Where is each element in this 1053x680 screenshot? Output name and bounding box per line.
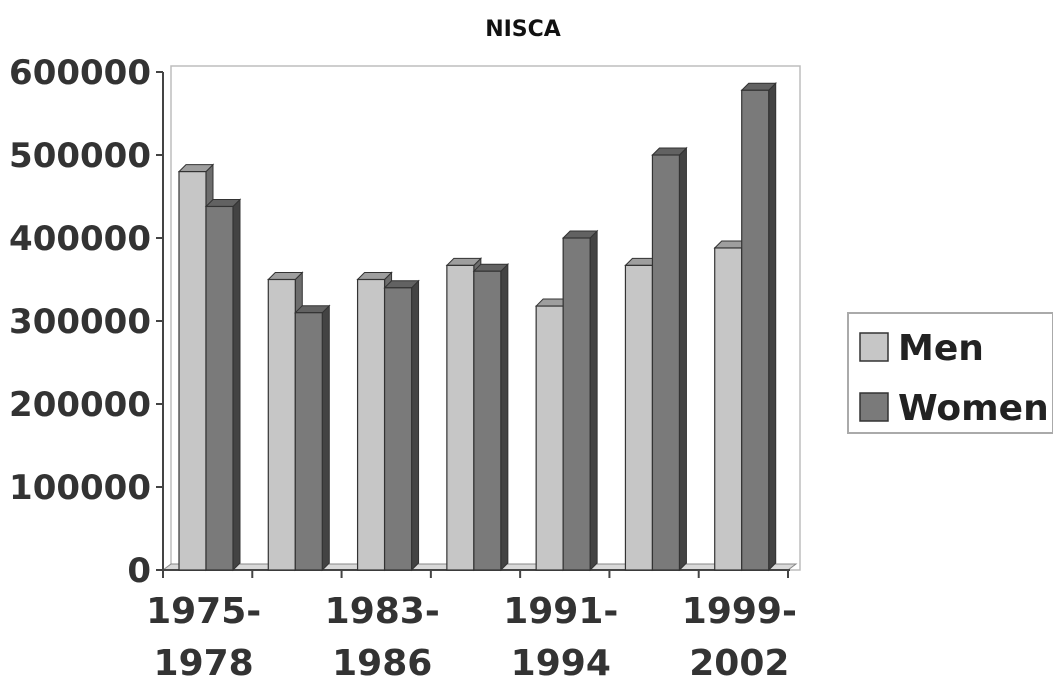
legend-swatch-men (859, 332, 889, 362)
legend-label-women: Women (898, 388, 1049, 429)
y-axis: 0 100000 200000 300000 400000 500000 600000 (9, 53, 163, 591)
x-axis: 1975- 1978 1983- 1986 1991- 1994 1999- 2002 (146, 570, 797, 680)
x-tick-label: 1978 (154, 643, 254, 680)
y-tick-label: 400000 (9, 219, 151, 259)
legend-label-men: Men (898, 328, 984, 369)
y-tick-label: 200000 (9, 385, 151, 425)
chart-title: NISCA (485, 17, 561, 42)
x-tick-label: 1975- (146, 591, 261, 632)
bar-series (177, 82, 777, 572)
bar-women-6 (651, 146, 688, 572)
y-tick-label: 600000 (9, 53, 151, 93)
bar-women-4 (472, 262, 510, 572)
legend-swatch-women (859, 392, 889, 422)
x-tick-label: 1991- (503, 591, 618, 632)
x-tick-label: 1986 (332, 643, 432, 680)
bar-women-3 (383, 279, 420, 572)
legend: Men Women (847, 312, 1053, 434)
bar-women-7 (740, 82, 777, 572)
x-tick-label: 1983- (325, 591, 440, 632)
y-tick-label: 0 (127, 551, 151, 591)
x-tick-label: 2002 (689, 643, 789, 680)
bar-women-2 (294, 304, 331, 572)
y-tick-label: 100000 (9, 468, 151, 508)
x-tick-label: 1994 (511, 643, 611, 680)
x-tick-label: 1999- (682, 591, 797, 632)
y-tick-label: 500000 (9, 136, 151, 176)
bar-women-1 (204, 198, 242, 572)
bar-women-5 (561, 229, 599, 572)
y-tick-label: 300000 (9, 302, 151, 342)
